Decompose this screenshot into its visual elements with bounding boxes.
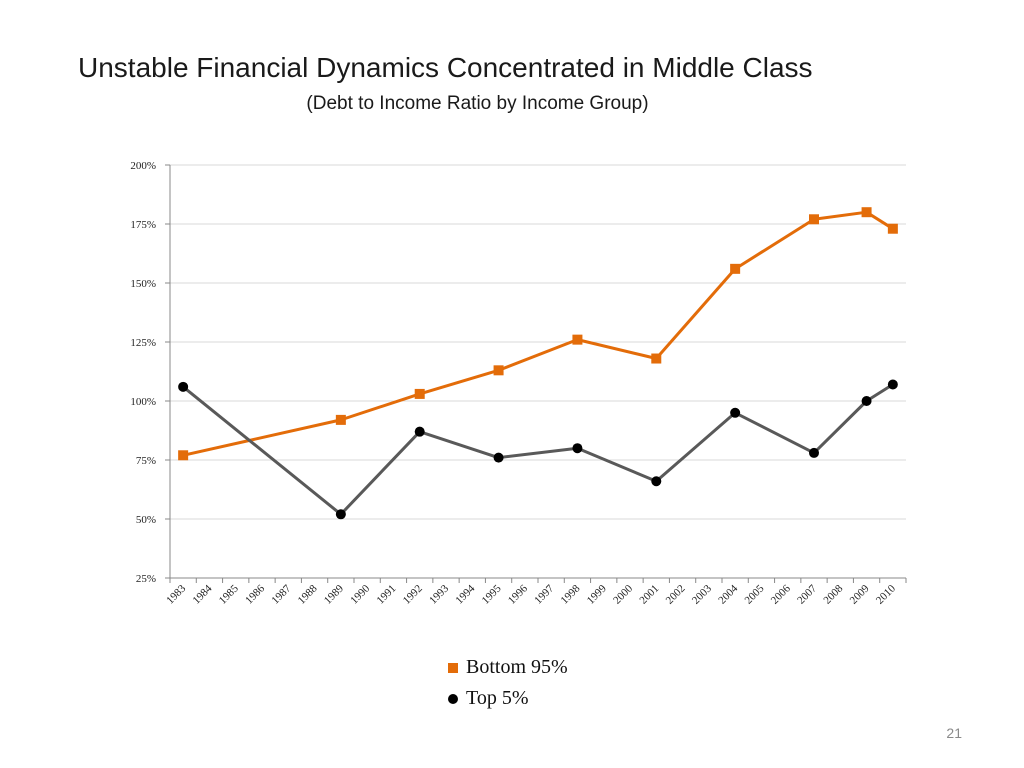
data-point-circle <box>335 509 346 520</box>
square-marker-icon <box>440 662 466 673</box>
data-point-circle <box>861 396 872 406</box>
x-tick-label: 2005 <box>743 582 767 606</box>
x-tick-label: 1994 <box>453 582 477 606</box>
x-tick-label: 2000 <box>611 582 635 606</box>
x-tick-label: 1996 <box>506 582 530 606</box>
data-point-square <box>414 388 425 399</box>
data-point-square <box>335 414 346 425</box>
series-bottom-95 <box>178 207 898 461</box>
x-tick-label: 2008 <box>821 582 845 606</box>
data-point-square <box>651 353 662 364</box>
x-tick-label: 1986 <box>243 582 267 606</box>
gridlines <box>170 164 906 520</box>
legend-item-bottom-95: Bottom 95% <box>440 652 568 683</box>
y-axis-tick-labels: 25% 50% 75% 100% 125% 150% 175% 200% <box>130 160 156 585</box>
legend-label-top-5: Top 5% <box>466 687 529 709</box>
x-tick-label: 1995 <box>480 582 504 606</box>
data-point-circle <box>730 407 741 418</box>
legend-item-top-5: Top 5% <box>440 683 568 714</box>
data-point-circle <box>178 381 189 392</box>
series-layer <box>178 207 898 520</box>
x-tick-label: 1985 <box>217 582 241 606</box>
y-tick-label: 200% <box>130 160 156 172</box>
x-tick-label: 1988 <box>296 582 320 606</box>
data-point-square <box>887 223 898 234</box>
legend-label-bottom-95: Bottom 95% <box>466 656 568 678</box>
data-point-circle <box>809 447 819 458</box>
x-axis-tick-labels: 1983 1984 1985 1986 1987 1988 1989 1990 1991 1992… <box>164 582 898 606</box>
x-tick-label: 2004 <box>716 582 740 606</box>
data-point-circle <box>651 476 662 487</box>
y-tick-label: 175% <box>130 219 156 231</box>
axes <box>165 164 907 583</box>
y-tick-label: 100% <box>130 396 156 408</box>
data-point-square <box>493 365 504 376</box>
x-tick-label: 2010 <box>874 582 898 606</box>
page-number: 21 <box>946 725 962 741</box>
x-tick-label: 2007 <box>795 582 819 606</box>
legend-swatch-bottom-95 <box>448 662 458 673</box>
data-point-circle <box>887 379 898 390</box>
x-tick-label: 1998 <box>559 582 583 606</box>
data-point-square <box>572 334 583 345</box>
series-line <box>182 383 894 516</box>
x-tick-label: 2002 <box>664 583 688 607</box>
legend-swatch-top-5 <box>448 693 458 704</box>
x-tick-label: 1992 <box>401 583 425 607</box>
data-point-square <box>809 214 819 225</box>
data-point-square <box>861 207 872 218</box>
x-tick-label: 1991 <box>375 583 399 607</box>
data-point-circle <box>572 443 583 454</box>
y-tick-label: 125% <box>130 337 156 349</box>
x-tick-label: 2003 <box>690 582 714 606</box>
x-tick-label: 1987 <box>269 582 293 606</box>
x-tick-label: 2001 <box>637 583 661 607</box>
x-tick-label: 1989 <box>322 582 346 606</box>
x-tick-label: 1990 <box>348 582 372 606</box>
x-tick-label: 2009 <box>848 582 872 606</box>
data-point-circle <box>414 426 425 437</box>
x-tick-label: 1999 <box>585 582 609 606</box>
x-tick-label: 1984 <box>191 582 215 606</box>
x-tick-label: 1997 <box>532 582 556 606</box>
series-top-5 <box>178 379 898 520</box>
circle-marker-icon <box>440 693 466 704</box>
data-point-circle <box>493 452 504 463</box>
legend: Bottom 95% Top 5% <box>440 652 568 714</box>
x-tick-label: 1983 <box>164 582 188 606</box>
y-tick-label: 50% <box>136 514 156 526</box>
x-tick-label: 1993 <box>427 582 451 606</box>
slide-subtitle: (Debt to Income Ratio by Income Group) <box>306 93 649 114</box>
slide-title: Unstable Financial Dynamics Concentrated… <box>78 52 813 83</box>
y-tick-label: 25% <box>136 573 156 585</box>
y-tick-label: 75% <box>136 455 156 467</box>
data-point-square <box>178 450 189 461</box>
y-tick-label: 150% <box>130 278 156 290</box>
series-line <box>182 210 894 457</box>
x-tick-label: 2006 <box>769 582 793 606</box>
data-point-square <box>730 263 741 274</box>
